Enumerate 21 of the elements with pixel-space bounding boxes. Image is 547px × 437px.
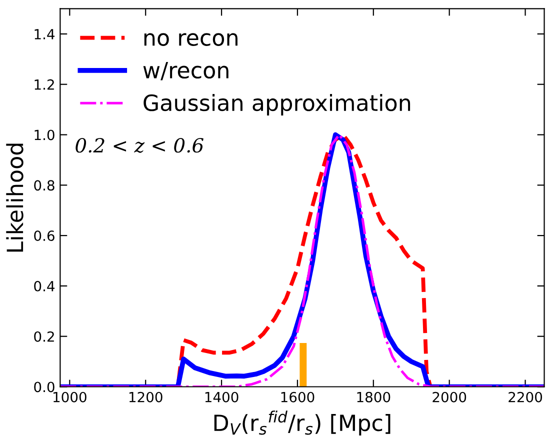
y-axis-title: Likelihood xyxy=(6,144,24,252)
x-tick-label: 2200 xyxy=(508,392,542,402)
x-axis-title: D$_{V}$(r$_{s}$$^{fid}$/r$_{s}$) [Mpc] xyxy=(214,410,390,436)
y-tick-label: 0.2 xyxy=(34,331,54,342)
y-tick-label: 0.0 xyxy=(34,382,54,392)
legend-label: Gaussian approximation xyxy=(144,94,410,116)
x-tick-label: 2000 xyxy=(432,392,466,402)
y-tick-label: 1.2 xyxy=(34,79,54,90)
y-tick-label: 1.0 xyxy=(34,130,54,140)
x-tick-label: 1200 xyxy=(129,392,162,402)
annotation: 0.2 < z < 0.6 xyxy=(76,138,204,153)
x-tick-label: 1800 xyxy=(357,392,390,402)
legend-label: no recon xyxy=(144,33,238,46)
y-tick-label: 0.6 xyxy=(34,230,54,242)
x-tick-label: 1000 xyxy=(54,392,86,402)
y-tick-label: 0.8 xyxy=(34,180,54,191)
x-tick-label: 1400 xyxy=(205,392,238,402)
legend-label: w/recon xyxy=(143,62,228,80)
x-tick-label: 1600 xyxy=(281,392,314,402)
y-tick-label: 1.4 xyxy=(34,29,55,40)
y-tick-label: 0.4 xyxy=(34,280,55,292)
